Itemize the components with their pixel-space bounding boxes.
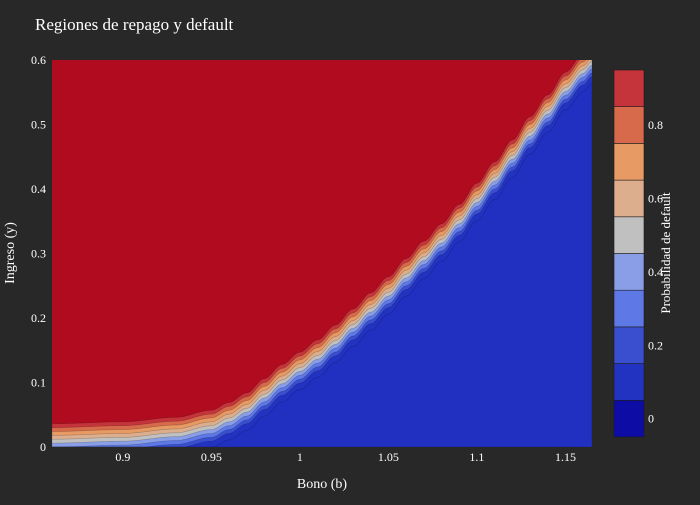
colorbar-tick-label: 0.6 [648,191,663,205]
x-tick-label: 0.9 [115,450,130,464]
colorbar-swatch [613,216,645,254]
colorbar-swatch [613,143,645,181]
colorbar-swatch [613,399,645,438]
colorbar-title: Probabilidad de default [658,192,673,314]
colorbar-swatch [613,363,645,401]
y-tick-label: 0.6 [31,53,46,67]
x-tick-label: 0.95 [201,450,222,464]
colorbar-tick-label: 0.4 [648,265,663,279]
x-tick-label: 1 [297,450,303,464]
y-tick-label: 0 [40,440,46,454]
colorbar-tick-label: 0.2 [648,338,663,352]
x-tick-label: 1.05 [378,450,399,464]
y-tick-label: 0.3 [31,247,46,261]
colorbar-swatch [613,106,645,144]
x-tick-label: 1.1 [469,450,484,464]
colorbar-tick-label: 0.8 [648,118,663,132]
colorbar-swatch [613,253,645,291]
contour-region-repay [52,82,592,447]
colorbar-swatch [613,326,645,364]
y-tick-label: 0.1 [31,376,46,390]
colorbar-swatch [613,289,645,328]
x-tick-label: 1.15 [555,450,576,464]
y-axis-label: Ingreso (y) [3,222,18,284]
y-tick-label: 0.2 [31,311,46,325]
chart-title: Regiones de repago y default [35,15,234,34]
x-axis-label: Bono (b) [297,477,348,492]
colorbar: 0 0.2 0.4 0.6 0.8 [613,69,663,438]
plot-area [52,60,592,447]
colorbar-swatch [613,69,645,108]
y-tick-label: 0.4 [31,182,46,196]
colorbar-swatch [613,179,645,218]
y-tick-label: 0.5 [31,118,46,132]
colorbar-tick-label: 0 [648,412,654,426]
x-axis: 0.9 0.95 1 1.05 1.1 1.15 [115,450,576,464]
y-axis: 0 0.1 0.2 0.3 0.4 0.5 0.6 [31,53,46,454]
